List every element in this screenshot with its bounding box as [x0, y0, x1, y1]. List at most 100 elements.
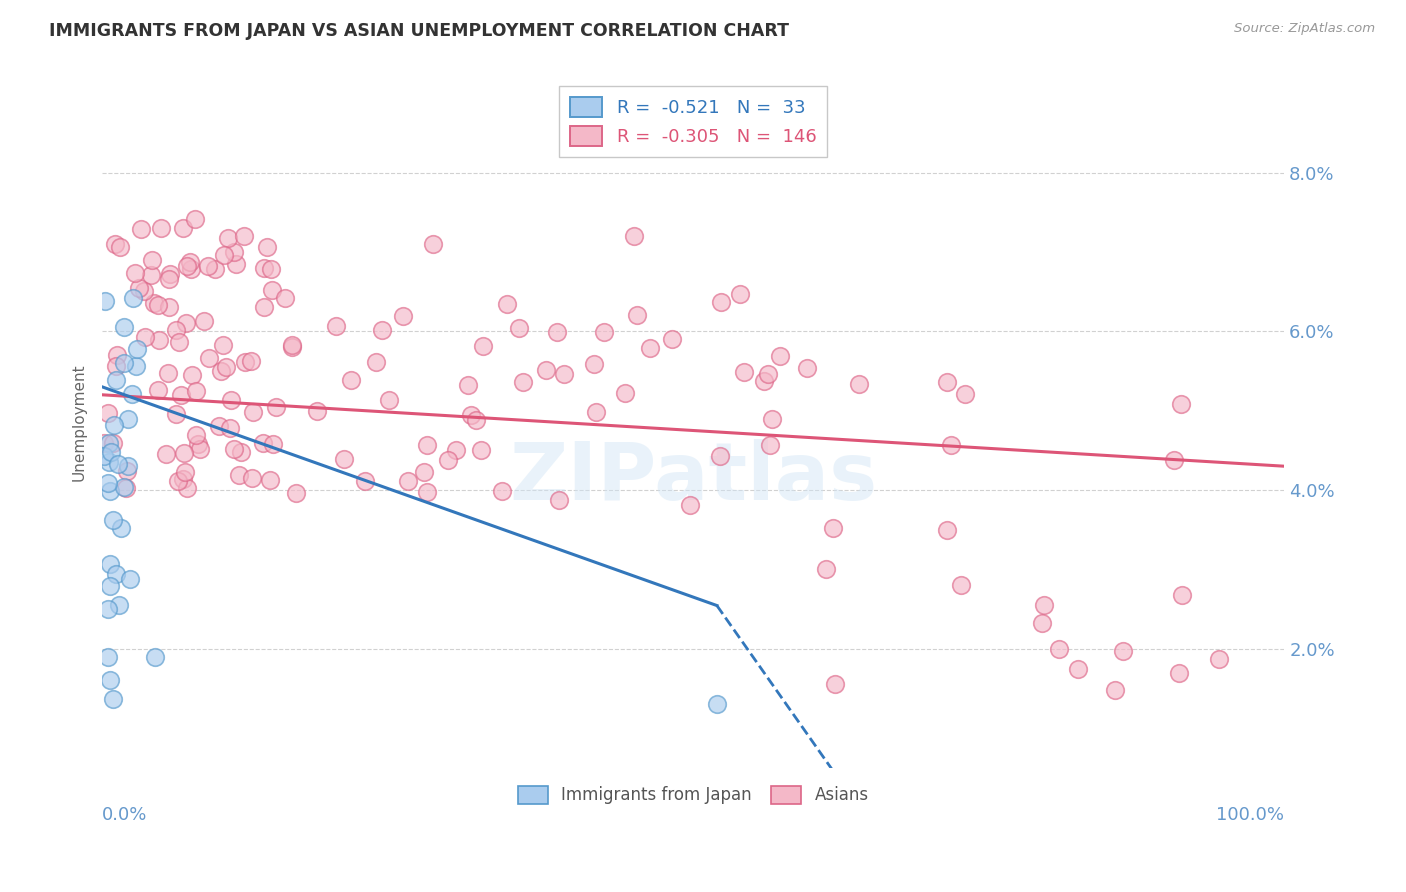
Point [284, 486, 307, 500]
Point [332, 452, 354, 467]
Point [173, 446, 195, 460]
Point [233, 229, 256, 244]
Point [112, 319, 135, 334]
Text: 0.0%: 0.0% [103, 805, 148, 823]
Point [157, 272, 180, 286]
Point [935, 523, 957, 537]
Point [129, 222, 152, 236]
Point [229, 445, 252, 459]
Point [212, 338, 235, 352]
Point [1031, 615, 1053, 630]
Point [100, 445, 122, 459]
Point [585, 405, 607, 419]
Point [187, 437, 209, 451]
Point [112, 480, 135, 494]
Point [180, 368, 202, 382]
Point [730, 287, 752, 301]
Point [159, 267, 181, 281]
Point [848, 376, 870, 391]
Point [260, 261, 283, 276]
Point [121, 387, 143, 401]
Point [1104, 682, 1126, 697]
Point [172, 221, 194, 235]
Point [815, 562, 838, 576]
Point [212, 248, 235, 262]
Point [172, 472, 194, 486]
Point [508, 321, 530, 335]
Point [97, 406, 120, 420]
Point [98, 557, 121, 571]
Point [225, 257, 247, 271]
Point [259, 473, 281, 487]
Point [108, 239, 131, 253]
Point [769, 349, 792, 363]
Point [553, 367, 575, 381]
Point [512, 375, 534, 389]
Point [1067, 662, 1090, 676]
Point [108, 598, 131, 612]
Point [104, 236, 127, 251]
Point [166, 407, 188, 421]
Point [242, 405, 264, 419]
Point [215, 360, 238, 375]
Point [128, 281, 150, 295]
Point [582, 358, 605, 372]
Point [1168, 666, 1191, 681]
Point [184, 384, 207, 398]
Point [176, 481, 198, 495]
Point [444, 442, 467, 457]
Point [157, 300, 180, 314]
Point [103, 513, 125, 527]
Point [98, 483, 121, 498]
Point [105, 348, 128, 362]
Y-axis label: Unemployment: Unemployment [72, 364, 86, 482]
Point [125, 343, 148, 357]
Point [472, 339, 495, 353]
Point [105, 373, 128, 387]
Point [184, 428, 207, 442]
Point [193, 314, 215, 328]
Point [101, 436, 124, 450]
Point [256, 240, 278, 254]
Point [93, 450, 115, 464]
Point [706, 697, 728, 711]
Point [169, 387, 191, 401]
Point [1032, 598, 1054, 612]
Point [146, 383, 169, 397]
Point [139, 268, 162, 282]
Point [415, 484, 437, 499]
Point [134, 330, 156, 344]
Point [953, 387, 976, 401]
Point [155, 447, 177, 461]
Point [823, 520, 845, 534]
Point [949, 578, 972, 592]
Point [122, 291, 145, 305]
Point [378, 392, 401, 407]
Point [222, 245, 245, 260]
Point [94, 293, 117, 308]
Point [110, 521, 132, 535]
Point [179, 255, 201, 269]
Point [1163, 453, 1185, 467]
Point [174, 466, 197, 480]
Point [228, 467, 250, 482]
Point [491, 483, 513, 498]
Text: Source: ZipAtlas.com: Source: ZipAtlas.com [1234, 22, 1375, 36]
Point [204, 261, 226, 276]
Point [146, 298, 169, 312]
Point [165, 323, 187, 337]
Point [638, 342, 661, 356]
Point [98, 579, 121, 593]
Point [120, 572, 142, 586]
Point [1208, 652, 1230, 666]
Point [759, 438, 782, 452]
Point [107, 457, 129, 471]
Point [125, 359, 148, 373]
Point [416, 438, 439, 452]
Point [112, 356, 135, 370]
Point [167, 335, 190, 350]
Point [104, 567, 127, 582]
Point [252, 300, 274, 314]
Point [219, 421, 242, 435]
Point [495, 296, 517, 310]
